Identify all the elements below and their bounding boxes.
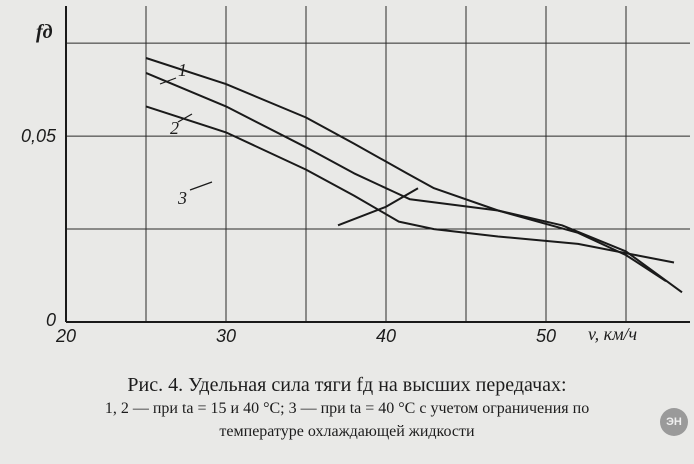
y-axis-label: fд: [36, 21, 53, 43]
caption-line-1: Рис. 4. Удельная сила тяги fд на высших …: [127, 374, 567, 396]
curve-label-leader: [177, 113, 193, 123]
caption-line-2: 1, 2 — при tа = 15 и 40 °C; 3 — при tа =…: [104, 400, 590, 417]
series-line-2: [145, 71, 683, 294]
chart-axes: [65, 6, 690, 323]
figure-caption: Рис. 4. Удельная сила тяги fд на высших …: [0, 374, 694, 443]
series-line-3: [145, 105, 675, 264]
x-axis-label: v, км/ч: [588, 324, 637, 344]
x-tick-label: 30: [216, 326, 236, 346]
x-tick-label: 50: [536, 326, 556, 346]
chart-series: [145, 57, 683, 294]
x-tick-label: 20: [55, 326, 76, 346]
chart-grid: [66, 6, 690, 322]
watermark-logo: ЭН: [660, 408, 688, 436]
y-tick-label: 0: [46, 310, 56, 330]
y-tick-label: 0,05: [21, 126, 57, 146]
chart: 20 30 40 50 0 0,05 fд v, км/ч 1 2 3: [21, 6, 690, 346]
curve-label: 1: [178, 60, 187, 80]
caption-line-3: температуре охлаждающей жидкости: [219, 423, 475, 440]
series-line-unlabeled: [337, 187, 419, 227]
curve-label-leader: [189, 181, 213, 191]
curve-label-leader: [159, 77, 177, 85]
chart-labels: 20 30 40 50 0 0,05 fд v, км/ч 1 2 3: [21, 21, 637, 346]
curve-label: 2: [170, 118, 179, 138]
curve-label: 3: [177, 188, 187, 208]
x-tick-label: 40: [376, 326, 396, 346]
series-line-1: [145, 57, 667, 282]
